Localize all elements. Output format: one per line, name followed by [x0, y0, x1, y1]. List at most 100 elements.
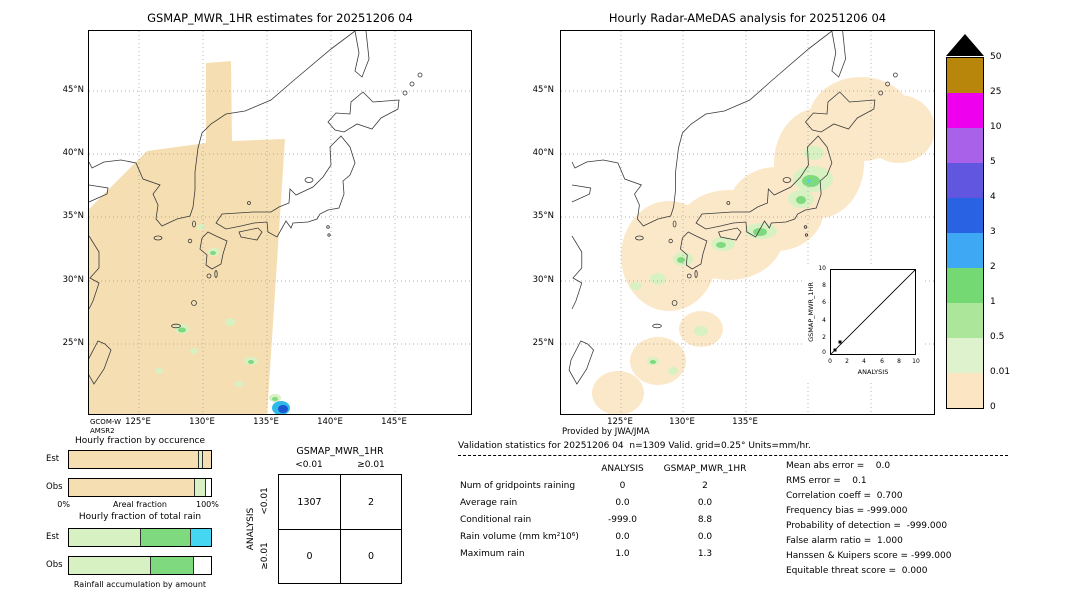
colorbar-tick: 10 — [990, 122, 1002, 132]
colorbar-segment — [947, 233, 983, 268]
fraction-bar — [68, 478, 212, 497]
inset-x-tick: 10 — [912, 358, 920, 365]
inset-y-axis-label: GSMAP_MWR_1HR — [807, 282, 815, 342]
inset-x-tick: 0 — [828, 358, 832, 365]
fraction-bar-segment — [69, 451, 199, 468]
stats-metrics: Mean abs error = 0.0 RMS error = 0.1 Cor… — [786, 459, 951, 579]
colorbar-tick: 2 — [990, 262, 996, 272]
fraction-bar — [68, 450, 212, 469]
right-lon-tick: 135°E — [732, 417, 758, 427]
right-map-canvas — [561, 31, 934, 414]
fraction-bar-segment — [193, 479, 206, 496]
left-lat-tick: 25°N — [62, 338, 84, 348]
stats-table: ANALYSIS GSMAP_MWR_1HR Num of gridpoints… — [460, 460, 760, 562]
colorbar-segment — [947, 268, 983, 303]
left-map — [88, 30, 472, 415]
colorbar-tick: 25 — [990, 87, 1002, 97]
contingency-cell: 0 — [279, 529, 340, 583]
fraction-bar-segment — [140, 529, 190, 546]
right-map-title: Hourly Radar-AMeDAS analysis for 2025120… — [608, 11, 887, 25]
stats-metric: Equitable threat score = 0.000 — [786, 566, 928, 576]
colorbar-tick: 0 — [990, 402, 996, 412]
occurrence-bars — [68, 450, 212, 506]
occurrence-chart-title: Hourly fraction by occurence — [74, 436, 206, 446]
colorbar-tick: 0.01 — [990, 367, 1011, 377]
colorbar-segment — [947, 198, 983, 233]
stats-divider — [458, 455, 1008, 456]
occurrence-x-max: 100% — [196, 500, 219, 509]
stats-row-label: Rain volume (mm km²10⁶) — [460, 531, 579, 542]
stats-row: Conditional rain -999.0 8.8 — [460, 511, 760, 528]
left-map-title: GSMAP_MWR_1HR estimates for 20251206 04 — [147, 11, 413, 25]
left-lat-tick: 40°N — [62, 148, 84, 158]
inset-plot-area — [830, 269, 916, 355]
contingency-cell: 1307 — [297, 496, 322, 508]
fraction-bar-segment — [192, 557, 211, 574]
satellite-swath-overlay — [89, 61, 290, 414]
stats-row-label: Maximum rain — [460, 548, 525, 559]
contingency-col-label: <0.01 — [295, 460, 323, 470]
rain-patches-moderate — [650, 175, 820, 364]
stats-gsmap-value: 0.0 — [697, 531, 713, 542]
contingency-cell: 2 — [340, 475, 401, 529]
inset-y-tick: 6 — [822, 299, 826, 306]
colorbar-segment — [947, 93, 983, 128]
stats-gsmap-value: 2 — [702, 480, 708, 491]
stats-analysis-value: 0 — [619, 480, 626, 491]
colorbar-segment — [947, 373, 983, 408]
stats-row: Maximum rain 1.0 1.3 — [460, 545, 760, 562]
left-lon-tick: 125°E — [125, 417, 151, 427]
total-rain-est-label: Est — [46, 532, 60, 542]
total-rain-caption: Rainfall accumulation by amount — [73, 580, 207, 589]
colorbar-tick: 4 — [990, 192, 996, 202]
inset-x-tick: 6 — [880, 358, 884, 365]
inset-y-tick: 10 — [818, 265, 826, 272]
stats-row-label: Conditional rain — [460, 514, 532, 525]
scatter-point — [838, 340, 842, 344]
colorbar-overflow-arrow-icon — [946, 34, 984, 56]
right-lat-tick: 45°N — [532, 85, 554, 95]
inset-x-tick: 8 — [897, 358, 901, 365]
contingency-cell: 0 — [340, 529, 401, 583]
stats-row: Num of gridpoints raining 0 2 — [460, 477, 760, 494]
left-lon-tick: 145°E — [381, 417, 407, 427]
stats-metric: Probability of detection = -999.000 — [786, 521, 948, 531]
inset-y-tick: 4 — [822, 317, 826, 324]
stats-col-header: ANALYSIS — [601, 463, 644, 474]
stats-gsmap-value: 1.3 — [697, 548, 713, 559]
fraction-bar-segment — [69, 479, 194, 496]
rain-patch-heavy — [807, 179, 811, 183]
occurrence-est-label: Est — [46, 454, 60, 464]
left-lat-tick: 35°N — [62, 211, 84, 221]
colorbar-tick: 1 — [990, 297, 996, 307]
colorbar-tick: 5 — [990, 157, 996, 167]
colorbar — [946, 57, 984, 409]
inset-y-tick: 0 — [822, 349, 826, 356]
contingency-row-label: ≥0.01 — [260, 542, 270, 570]
colorbar-tick: 3 — [990, 227, 996, 237]
stats-metric: RMS error = 0.1 — [786, 476, 867, 486]
contingency-title: GSMAP_MWR_1HR — [296, 446, 384, 457]
right-lat-tick: 35°N — [532, 211, 554, 221]
stats-metric: Mean abs error = 0.0 — [786, 461, 891, 471]
right-map: 10 8 6 4 2 0 0 2 4 6 8 10 ANALYSIS GSMAP… — [560, 30, 935, 415]
stats-metric: Correlation coeff = 0.700 — [786, 491, 903, 501]
fraction-bar-segment — [202, 451, 211, 468]
inset-scatter: 10 8 6 4 2 0 0 2 4 6 8 10 ANALYSIS — [804, 265, 922, 383]
fraction-bar-segment — [198, 451, 203, 468]
stats-analysis-value: 0.0 — [615, 497, 630, 508]
fraction-bar-segment — [69, 529, 140, 546]
occurrence-obs-label: Obs — [46, 482, 63, 492]
fraction-bar — [68, 528, 212, 547]
contingency-table: 1307 2 0 0 — [278, 474, 402, 584]
stats-table-header-row: ANALYSIS GSMAP_MWR_1HR — [460, 460, 760, 477]
fraction-bar — [68, 556, 212, 575]
colorbar-segment — [947, 163, 983, 198]
stats-header: Validation statistics for 20251206 04 n=… — [458, 441, 811, 451]
stats-metric: Frequency bias = -999.000 — [786, 506, 908, 516]
contingency-col-label: ≥0.01 — [357, 460, 385, 470]
occurrence-x-axis-label: Areal fraction — [113, 500, 167, 509]
stats-gsmap-value: 0.0 — [697, 497, 713, 508]
inset-y-tick: 2 — [822, 334, 826, 341]
stats-row: Rain volume (mm km²10⁶) 0.0 0.0 — [460, 528, 760, 545]
